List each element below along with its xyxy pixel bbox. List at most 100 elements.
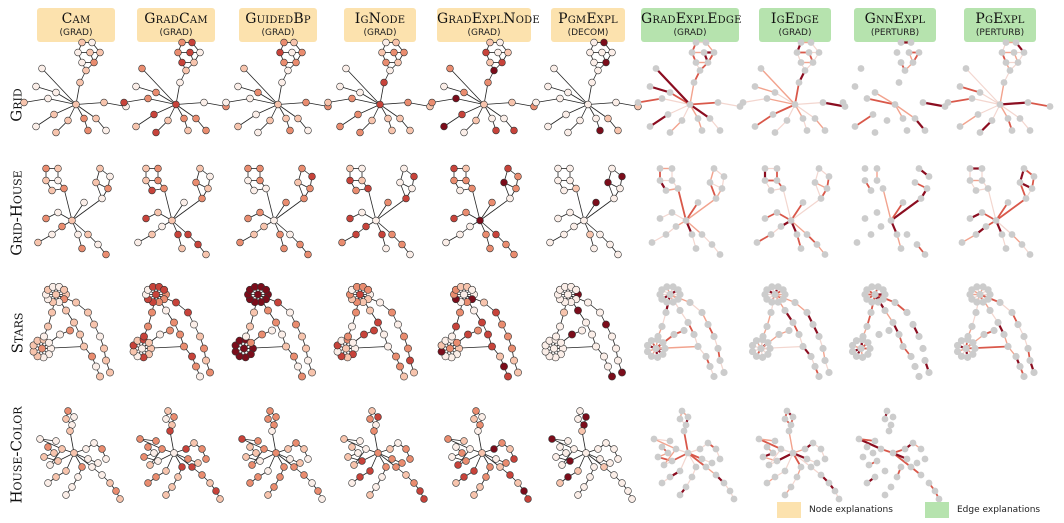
graph-node: [554, 164, 562, 173]
graph-node: [450, 176, 458, 185]
graph-node: [192, 178, 200, 187]
graph-node: [811, 115, 819, 122]
graph-node: [492, 126, 500, 135]
graph-node: [52, 88, 60, 97]
graph-node: [978, 177, 986, 184]
graph-node: [610, 471, 618, 479]
graph-node: [198, 471, 206, 479]
graph-node: [899, 199, 907, 206]
graph-node: [188, 463, 196, 471]
graph-node: [618, 172, 626, 181]
graph-node: [294, 114, 302, 123]
graph-node: [290, 38, 298, 47]
graph-node: [819, 344, 827, 353]
graph-node: [753, 239, 761, 246]
graph-node: [911, 179, 919, 186]
graph-node: [142, 164, 150, 173]
graph-node: [1008, 231, 1016, 238]
graph-node: [524, 495, 532, 503]
graph-node: [584, 100, 592, 109]
graph-node: [647, 352, 656, 360]
graph-node: [140, 332, 148, 341]
graph-node: [600, 352, 608, 361]
graph-node: [815, 49, 823, 56]
legend-edge-swatch: [925, 502, 949, 518]
graph-node: [752, 337, 761, 345]
graph-node: [382, 38, 390, 47]
graph-node: [915, 332, 923, 341]
graph-edge: [790, 202, 804, 221]
graph-node: [402, 445, 410, 453]
graph-edge: [483, 104, 505, 119]
graph-node: [470, 491, 478, 499]
graph-node: [138, 64, 146, 73]
graph-edge: [687, 452, 707, 468]
graph-node: [100, 344, 108, 353]
graph-node: [478, 449, 486, 457]
graph-node: [678, 117, 686, 124]
graph-edge: [265, 188, 275, 221]
graph-edge: [471, 188, 481, 221]
graph-node: [280, 38, 288, 47]
graph-node: [602, 58, 610, 67]
graph-node: [984, 185, 992, 192]
graph-node: [785, 427, 793, 435]
graph-node: [160, 184, 168, 193]
graph-node: [44, 94, 52, 103]
graph-node: [348, 479, 356, 487]
graph-edge: [377, 452, 397, 468]
graph-node: [851, 123, 859, 130]
graph-node: [156, 330, 164, 339]
column-header-9: PgExpl (PERTURB): [964, 8, 1036, 42]
graph-node: [624, 487, 632, 495]
graph-node: [70, 413, 78, 421]
graph-node: [759, 453, 767, 461]
graph-node: [658, 322, 666, 331]
graph-node: [925, 368, 933, 377]
graph-node: [901, 445, 909, 453]
graph-node: [78, 463, 86, 471]
graph-node: [36, 435, 44, 443]
graph-node: [152, 128, 160, 137]
graph-edge: [407, 102, 431, 107]
graph-edge: [559, 98, 589, 105]
graph-node: [678, 407, 686, 415]
graph-node: [858, 353, 867, 361]
graph-node: [913, 459, 921, 467]
graph-node: [921, 455, 929, 463]
graph-node: [592, 342, 600, 351]
graph-node: [1030, 173, 1038, 180]
graph-node: [276, 230, 284, 239]
graph-node: [590, 463, 598, 471]
graph-node: [514, 479, 522, 487]
graph-edge: [71, 198, 103, 221]
graph-node: [38, 64, 46, 73]
graph-node: [510, 356, 518, 365]
graph-node: [410, 172, 418, 181]
graph-node: [298, 164, 306, 173]
graph-node: [356, 437, 364, 445]
graph-node: [773, 165, 781, 172]
graph-node: [653, 353, 662, 361]
graph-node: [682, 421, 690, 429]
graph-edge: [794, 82, 800, 105]
graph-node: [572, 285, 580, 294]
graph-node: [362, 445, 370, 453]
graph-node: [879, 286, 887, 294]
graph-node: [292, 439, 300, 447]
graph-node: [68, 216, 76, 225]
graph-node: [102, 250, 110, 259]
graph-node: [771, 129, 779, 136]
graph-node: [893, 473, 901, 481]
graph-node: [662, 187, 670, 194]
graph-node: [370, 326, 378, 335]
graph-node: [811, 179, 819, 186]
graph-node: [720, 368, 728, 377]
graph-node: [973, 283, 981, 291]
graph-node: [386, 445, 394, 453]
graph-node: [356, 88, 364, 97]
graph-edge: [175, 102, 205, 105]
graph-node: [566, 457, 574, 465]
graph-node: [968, 322, 976, 331]
graph-node: [807, 463, 815, 471]
